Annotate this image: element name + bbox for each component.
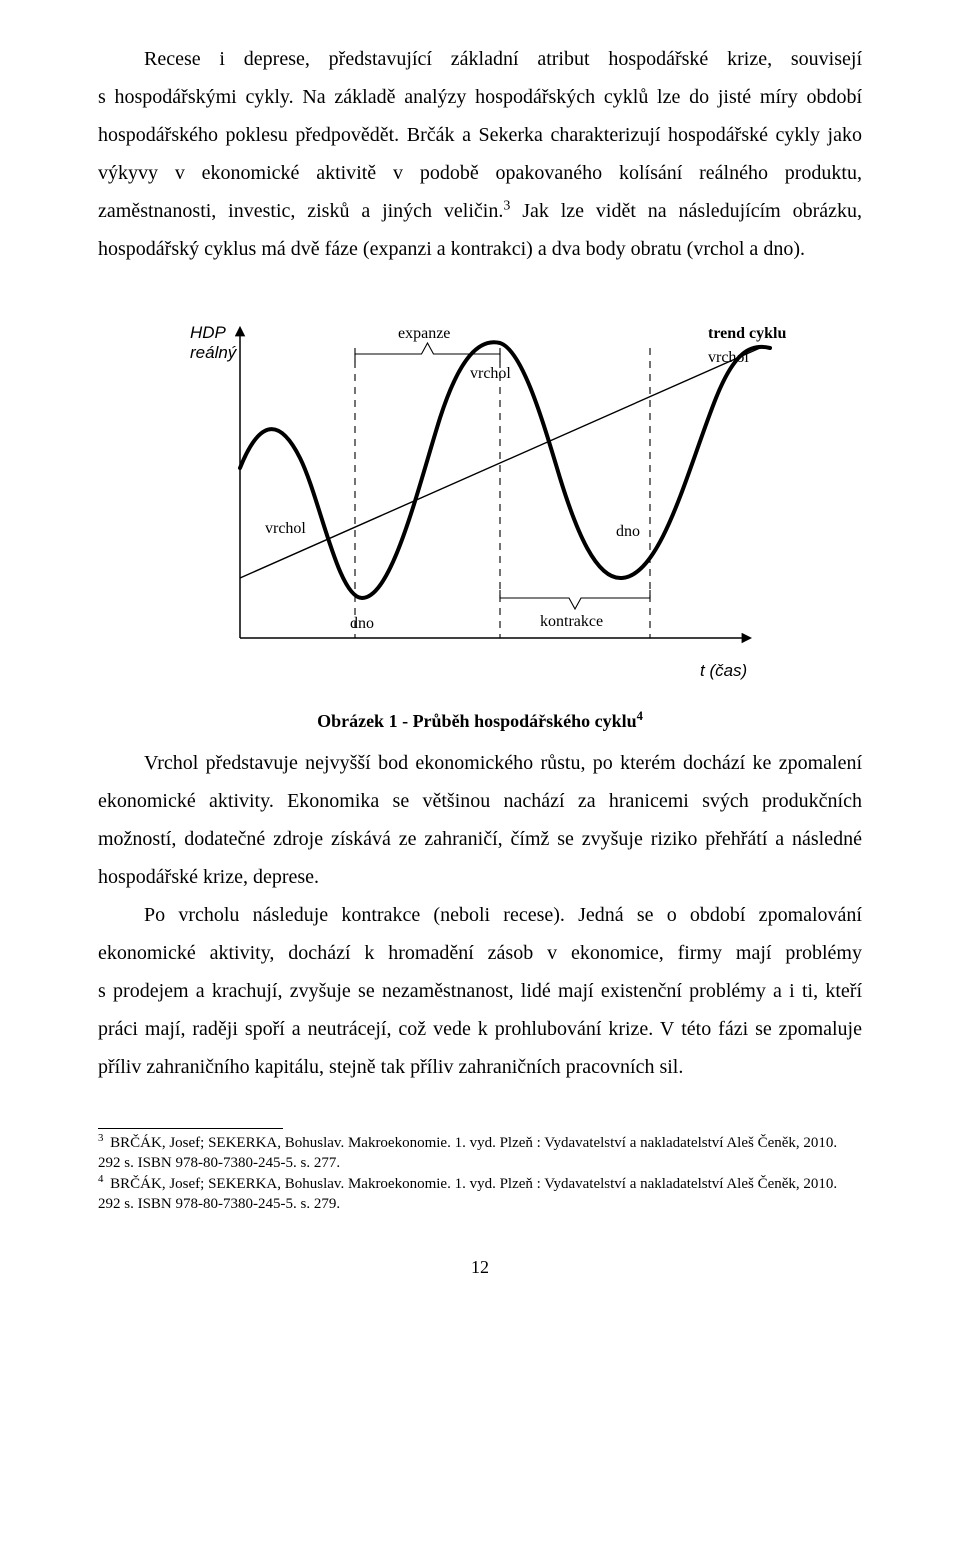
svg-text:dno: dno xyxy=(350,615,374,632)
svg-text:vrchol: vrchol xyxy=(265,520,306,537)
footnote-separator xyxy=(98,1128,283,1129)
footnote-4-text: BRČÁK, Josef; SEKERKA, Bohuslav. Makroek… xyxy=(98,1176,837,1212)
para1-text-a: Recese i deprese, představující základní… xyxy=(98,48,862,222)
svg-text:trend cyklu: trend cyklu xyxy=(708,325,786,342)
footnote-3-text: BRČÁK, Josef; SEKERKA, Bohuslav. Makroek… xyxy=(98,1135,837,1171)
svg-text:vrchol: vrchol xyxy=(470,365,511,382)
svg-text:dno: dno xyxy=(616,523,640,540)
paragraph-1: Recese i deprese, představující základní… xyxy=(98,40,862,268)
footnote-3-mark: 3 xyxy=(98,1132,103,1144)
page-number: 12 xyxy=(98,1250,862,1284)
footnote-4: 4 BRČÁK, Josef; SEKERKA, Bohuslav. Makro… xyxy=(98,1174,862,1215)
paragraph-3: Po vrcholu následuje kontrakce (neboli r… xyxy=(98,896,862,1086)
svg-text:reálný: reálný xyxy=(190,343,238,362)
footnote-ref-4: 4 xyxy=(637,709,643,723)
svg-text:kontrakce: kontrakce xyxy=(540,613,603,630)
footnote-4-mark: 4 xyxy=(98,1173,103,1185)
svg-text:t (čas): t (čas) xyxy=(700,661,747,680)
business-cycle-chart: HDPreálný t (čas) expanze kontrakce trend cy… xyxy=(160,298,800,698)
svg-text:HDP: HDP xyxy=(190,323,227,342)
footnote-3: 3 BRČÁK, Josef; SEKERKA, Bohuslav. Makro… xyxy=(98,1133,862,1174)
figure-caption-text: Obrázek 1 - Průběh hospodářského cyklu xyxy=(317,711,637,731)
figure-1: HDPreálný t (čas) expanze kontrakce trend cy… xyxy=(98,298,862,738)
page: Recese i deprese, představující základní… xyxy=(0,0,960,1344)
svg-text:expanze: expanze xyxy=(398,325,450,342)
svg-text:vrchol: vrchol xyxy=(708,349,749,366)
paragraph-2: Vrchol představuje nejvyšší bod ekonomic… xyxy=(98,744,862,896)
figure-caption: Obrázek 1 - Průběh hospodářského cyklu4 xyxy=(317,704,643,738)
